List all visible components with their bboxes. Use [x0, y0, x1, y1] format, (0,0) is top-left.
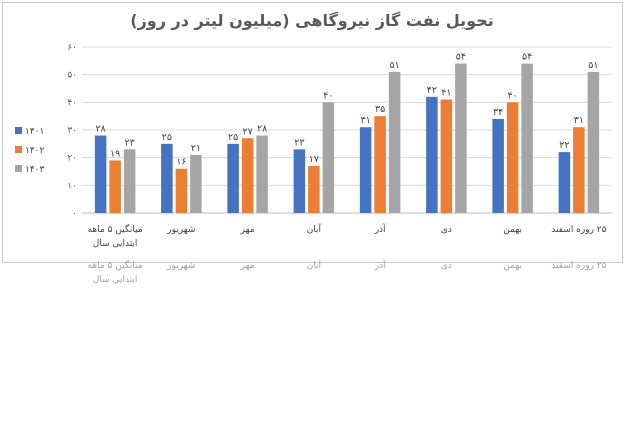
- data-label: ۳۱: [361, 115, 371, 126]
- x-tick-label: ابتدایی سال: [93, 239, 138, 249]
- data-label: ۴۲: [427, 85, 437, 96]
- data-label: ۱۶: [176, 157, 186, 168]
- x-tick-label-echo: مهر: [240, 261, 255, 271]
- legend-swatch: [15, 146, 22, 153]
- x-tick-label: مهر: [240, 225, 255, 235]
- bar: [241, 138, 254, 213]
- x-tick-label: شهریور: [166, 225, 195, 235]
- legend-label: ۱۴۰۳: [25, 165, 45, 175]
- bar: [440, 99, 453, 213]
- y-tick-label: ۳۰: [67, 126, 77, 136]
- x-tick-label: دی: [441, 225, 452, 235]
- bar: [322, 102, 335, 213]
- bar: [227, 143, 239, 213]
- data-label: ۲۸: [257, 124, 267, 135]
- bar: [161, 143, 173, 213]
- legend-label: ۱۴۰۲: [25, 146, 45, 156]
- bar: [256, 135, 268, 213]
- x-tick-label-echo: بهمن: [503, 261, 522, 271]
- x-tick-label-echo: ۲۵ روزه اسفند: [551, 261, 606, 271]
- bar: [123, 149, 136, 213]
- bar: [175, 168, 188, 213]
- data-label: ۱۷: [309, 154, 319, 165]
- chart-frame: [2, 2, 623, 263]
- bar: [506, 102, 519, 213]
- x-tick-label-echo: ابتدایی سال: [93, 275, 138, 285]
- data-label: ۳۵: [375, 104, 385, 115]
- data-label: ۲۵: [162, 132, 172, 143]
- data-label: ۲۳: [125, 137, 135, 148]
- data-label: ۳۴: [493, 107, 503, 118]
- data-label: ۴۰: [508, 90, 518, 101]
- data-label: ۳۱: [574, 115, 584, 126]
- x-tick-label: آذر: [374, 223, 386, 235]
- bar: [293, 149, 306, 213]
- y-tick-label: ۰: [72, 209, 77, 219]
- bar: [359, 127, 372, 213]
- chart-title: تحویل نفت گاز نیروگاهی (میلیون لیتر در ر…: [130, 11, 494, 30]
- y-tick-label: ۶۰: [67, 43, 77, 53]
- data-label: ۲۳: [294, 137, 304, 148]
- bar: [426, 96, 438, 213]
- bar: [521, 63, 533, 213]
- data-label: ۲۱: [191, 143, 201, 154]
- bar: [558, 152, 571, 213]
- x-tick-label: آبان: [307, 223, 322, 235]
- data-label: ۵۴: [456, 52, 466, 63]
- x-tick-label: بهمن: [503, 225, 522, 235]
- bar: [492, 118, 504, 213]
- x-tick-label-echo: آبان: [307, 259, 322, 271]
- bar: [587, 71, 600, 214]
- data-label: ۴۰: [323, 90, 333, 101]
- data-label: ۲۵: [228, 132, 238, 143]
- legend-swatch: [15, 165, 22, 172]
- data-label: ۵۱: [390, 60, 400, 71]
- data-label: ۴۱: [441, 88, 451, 99]
- x-tick-label-echo: شهریور: [166, 261, 195, 271]
- bar: [109, 160, 121, 213]
- bar: [374, 116, 386, 213]
- x-tick-label-echo: دی: [441, 261, 452, 271]
- data-label: ۵۱: [588, 60, 598, 71]
- x-tick-label-echo: میانگین ۵ ماهه: [88, 259, 143, 271]
- bar: [388, 71, 401, 214]
- legend-swatch: [15, 127, 22, 134]
- bar: [308, 165, 320, 213]
- data-label: ۱۹: [110, 148, 120, 159]
- bar: [573, 127, 585, 213]
- data-label: ۲۲: [559, 140, 569, 151]
- data-label: ۵۴: [522, 52, 532, 63]
- data-label: ۲۷: [243, 126, 253, 137]
- bar: [190, 154, 202, 213]
- y-tick-label: ۱۰: [67, 181, 77, 191]
- legend-label: ۱۴۰۱: [25, 127, 44, 137]
- bar: [94, 135, 107, 213]
- bar: [455, 63, 467, 213]
- y-tick-label: ۲۰: [67, 154, 77, 164]
- x-tick-label: ۲۵ روزه اسفند: [551, 225, 606, 235]
- y-tick-label: ۵۰: [67, 71, 77, 81]
- y-tick-label: ۴۰: [67, 98, 77, 108]
- data-label: ۲۸: [96, 124, 106, 135]
- x-tick-label: میانگین ۵ ماهه: [88, 223, 143, 235]
- x-tick-label-echo: آذر: [374, 259, 386, 271]
